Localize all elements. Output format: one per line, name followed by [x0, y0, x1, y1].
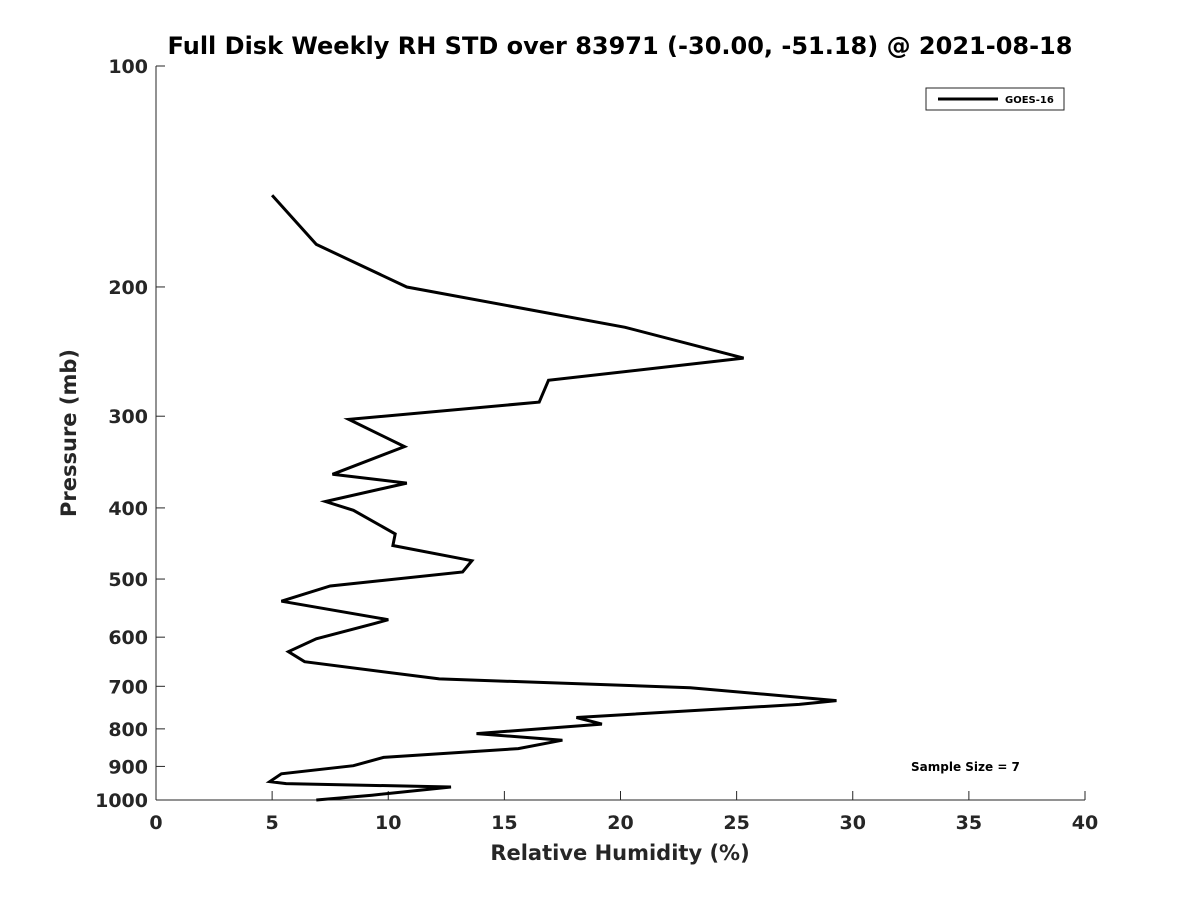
y-tick-label: 100	[108, 56, 148, 78]
y-tick-label: 1000	[95, 790, 148, 812]
y-tick-label: 200	[108, 277, 148, 299]
x-tick-label: 30	[840, 812, 866, 834]
x-tick-label: 10	[375, 812, 401, 834]
series-layer	[265, 194, 837, 802]
x-tick-label: 5	[266, 812, 279, 834]
chart-title: Full Disk Weekly RH STD over 83971 (-30.…	[168, 32, 1073, 60]
x-tick-label: 35	[956, 812, 982, 834]
y-tick-label: 300	[108, 406, 148, 428]
x-ticks: 0 5 10 15 20 25 30 35 40	[149, 791, 1098, 834]
legend: GOES-16	[925, 87, 1065, 111]
plot-area	[156, 66, 1085, 800]
y-tick-label: 800	[108, 719, 148, 741]
x-tick-label: 25	[723, 812, 749, 834]
y-tick-label: 400	[108, 498, 148, 520]
x-tick-label: 40	[1072, 812, 1098, 834]
y-tick-label: 500	[108, 569, 148, 591]
x-axis-label: Relative Humidity (%)	[490, 841, 749, 865]
series-line-goes-16	[265, 194, 837, 802]
y-tick-label: 900	[108, 756, 148, 778]
x-tick-label: 0	[149, 812, 162, 834]
sample-size-annotation: Sample Size = 7	[911, 760, 1020, 774]
y-tick-label: 700	[108, 676, 148, 698]
x-tick-label: 20	[607, 812, 633, 834]
legend-label-goes-16: GOES-16	[1005, 95, 1054, 106]
y-tick-label: 600	[108, 627, 148, 649]
y-axis-label: Pressure (mb)	[57, 349, 81, 517]
x-tick-label: 15	[491, 812, 517, 834]
y-ticks: 100 200 300 400 500 600 700 800 900 1000	[95, 56, 165, 812]
